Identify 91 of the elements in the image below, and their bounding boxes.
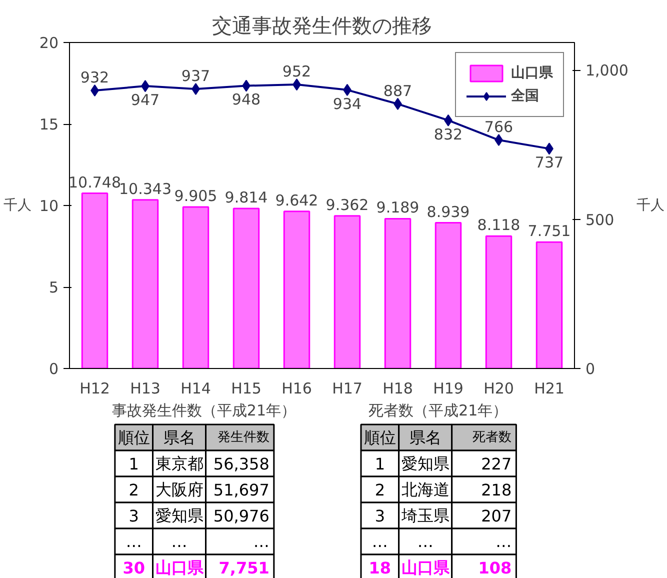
data-label: 832 bbox=[434, 125, 463, 144]
text: 30 bbox=[122, 558, 145, 578]
text: 2 bbox=[128, 480, 139, 500]
text: 218 bbox=[481, 480, 512, 500]
chart-title: 交通事故発生件数の推移 bbox=[212, 14, 432, 38]
data-label: 937 bbox=[181, 67, 210, 86]
y-tick-label: 20 bbox=[39, 34, 59, 52]
x-tick-label: H16 bbox=[282, 380, 312, 398]
text: … bbox=[417, 532, 434, 551]
x-tick-label: H12 bbox=[80, 380, 110, 398]
text: 山口県 bbox=[155, 558, 204, 577]
bar bbox=[536, 241, 563, 368]
text: 56,358 bbox=[213, 454, 270, 474]
data-label: 934 bbox=[332, 94, 362, 113]
bar bbox=[182, 206, 210, 368]
data-label: 9.189 bbox=[376, 198, 420, 217]
data-label: 952 bbox=[282, 62, 312, 81]
text: 207 bbox=[481, 506, 512, 526]
x-tick-label: H18 bbox=[382, 380, 413, 398]
text: … bbox=[372, 532, 388, 551]
data-label: 8.939 bbox=[426, 202, 470, 221]
data-label: 10.748 bbox=[68, 173, 122, 192]
text: 2 bbox=[374, 480, 386, 500]
text: 愛知県 bbox=[401, 454, 450, 473]
text: … bbox=[126, 532, 142, 551]
data-label: 9.814 bbox=[224, 188, 268, 207]
text: 18 bbox=[368, 558, 392, 578]
data-label: 8.118 bbox=[477, 216, 520, 234]
data-label: 9.642 bbox=[275, 191, 318, 210]
text: 県名 bbox=[409, 428, 442, 447]
text: 227 bbox=[481, 454, 512, 474]
text: … bbox=[253, 532, 270, 551]
data-label: 766 bbox=[484, 118, 514, 136]
text: 北海道 bbox=[401, 480, 450, 499]
text: 108 bbox=[478, 558, 512, 578]
x-tick-label: H15 bbox=[231, 380, 262, 398]
x-tick-label: H17 bbox=[332, 380, 362, 398]
y-tick-label: 5 bbox=[48, 278, 59, 296]
data-label: 9.905 bbox=[174, 187, 218, 206]
text: 死者数 bbox=[472, 430, 512, 445]
data-label: 932 bbox=[80, 68, 110, 87]
text: 死者数（平成21年） bbox=[368, 402, 508, 420]
y-axis-title: 千人 bbox=[3, 198, 32, 214]
text: 事故発生件数（平成21年） bbox=[112, 402, 296, 420]
bar bbox=[132, 199, 159, 368]
text: 1 bbox=[374, 454, 386, 474]
y-tick-label: 10 bbox=[39, 197, 59, 215]
bar bbox=[283, 210, 310, 368]
data-label: 887 bbox=[383, 82, 412, 100]
bar bbox=[334, 215, 361, 368]
y-tick-label: 0 bbox=[48, 360, 59, 378]
y-tick-label: 15 bbox=[39, 116, 59, 134]
legend-label: 山口県 bbox=[511, 64, 553, 82]
text: 50,976 bbox=[213, 506, 270, 526]
x-tick-label: H13 bbox=[130, 380, 160, 398]
x-tick-label: H14 bbox=[180, 380, 211, 398]
text: 県名 bbox=[163, 428, 196, 447]
x-tick-label: H20 bbox=[484, 380, 514, 398]
text: 7,751 bbox=[218, 558, 270, 578]
text: 山口県 bbox=[401, 558, 450, 577]
text: 埼玉県 bbox=[400, 506, 450, 525]
text: 愛知県 bbox=[155, 506, 204, 525]
text: … bbox=[171, 532, 188, 551]
text: 3 bbox=[128, 506, 139, 526]
y2-axis-title: 千人 bbox=[636, 198, 664, 214]
text: 大阪府 bbox=[155, 480, 204, 499]
data-label: 737 bbox=[534, 154, 564, 172]
text: 発生件数 bbox=[217, 430, 270, 445]
text: 順位 bbox=[364, 428, 396, 447]
bar bbox=[434, 222, 462, 368]
text: 3 bbox=[374, 506, 386, 526]
y2-tick-label: 1,000 bbox=[586, 62, 628, 80]
data-label: 9.362 bbox=[326, 196, 369, 214]
bar bbox=[384, 218, 412, 368]
x-tick-label: H21 bbox=[534, 380, 564, 398]
bar bbox=[485, 235, 512, 368]
text: 1 bbox=[128, 454, 139, 474]
data-label: 10.343 bbox=[119, 180, 172, 198]
text: 東京都 bbox=[155, 454, 204, 473]
text: … bbox=[496, 532, 512, 551]
text: 順位 bbox=[118, 428, 150, 447]
y2-tick-label: 0 bbox=[586, 360, 596, 378]
data-label: 7.751 bbox=[528, 222, 571, 240]
data-label: 948 bbox=[232, 90, 261, 109]
legend-label: 全国 bbox=[511, 87, 539, 105]
bar bbox=[81, 192, 108, 368]
x-tick-label: H19 bbox=[433, 380, 464, 398]
y2-tick-label: 500 bbox=[586, 210, 614, 229]
bar bbox=[232, 208, 260, 368]
text: 51,697 bbox=[213, 480, 270, 500]
data-label: 947 bbox=[130, 91, 160, 110]
